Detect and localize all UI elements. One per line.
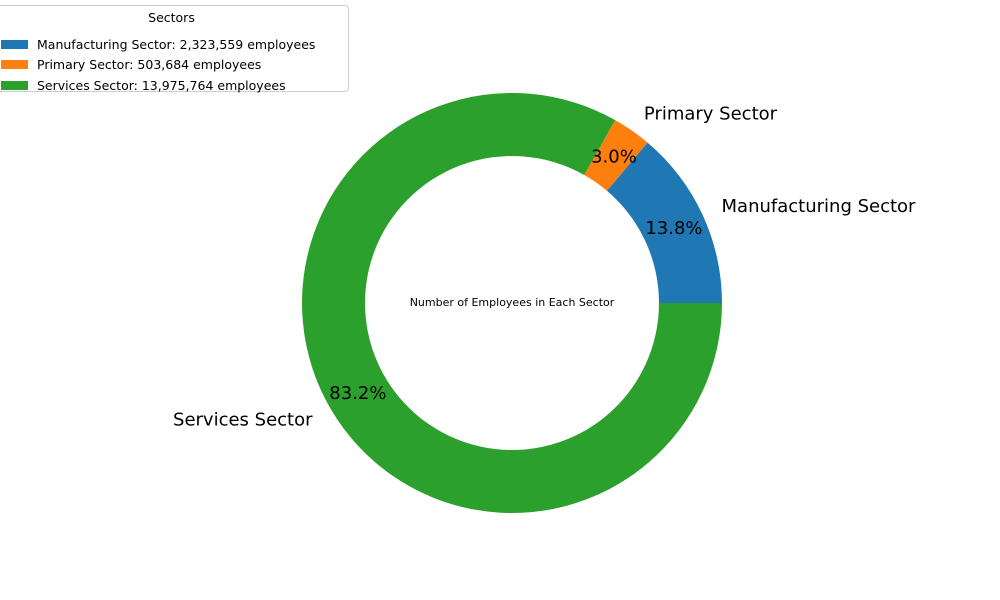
legend-title: Sectors — [148, 10, 195, 25]
slice-manufacturing — [606, 142, 722, 303]
percent-label-primary: 3.0% — [591, 146, 637, 167]
legend-swatch-services — [1, 80, 28, 90]
legend-item-primary: Primary Sector: 503,684 employees — [1, 54, 261, 74]
legend-label-primary: Primary Sector: 503,684 employees — [37, 56, 262, 72]
center-title: Number of Employees in Each Sector — [410, 296, 615, 309]
slice-primary — [584, 120, 648, 191]
percent-label-services: 83.2% — [329, 383, 386, 404]
legend-item-manufacturing: Manufacturing Sector: 2,323,559 employee… — [1, 34, 315, 54]
slice-services — [302, 92, 722, 514]
slice-label-services: Services Sector — [173, 409, 313, 430]
percent-label-manufacturing: 13.8% — [645, 218, 702, 239]
slice-labels: 13.8% Manufacturing Sector 3.0% Primary Sec… — [173, 103, 916, 430]
legend-swatch-primary — [1, 59, 28, 69]
slice-label-primary: Primary Sector — [644, 103, 778, 124]
donut-slices — [302, 92, 722, 514]
legend: Sectors Manufacturing Sector: 2,323,559 … — [0, 5, 349, 95]
legend-swatch-manufacturing — [1, 39, 28, 49]
legend-label-manufacturing: Manufacturing Sector: 2,323,559 employee… — [37, 36, 316, 52]
slice-label-manufacturing: Manufacturing Sector — [722, 196, 917, 217]
legend-label-services: Services Sector: 13,975,764 employees — [37, 77, 286, 93]
legend-item-services: Services Sector: 13,975,764 employees — [1, 75, 286, 95]
